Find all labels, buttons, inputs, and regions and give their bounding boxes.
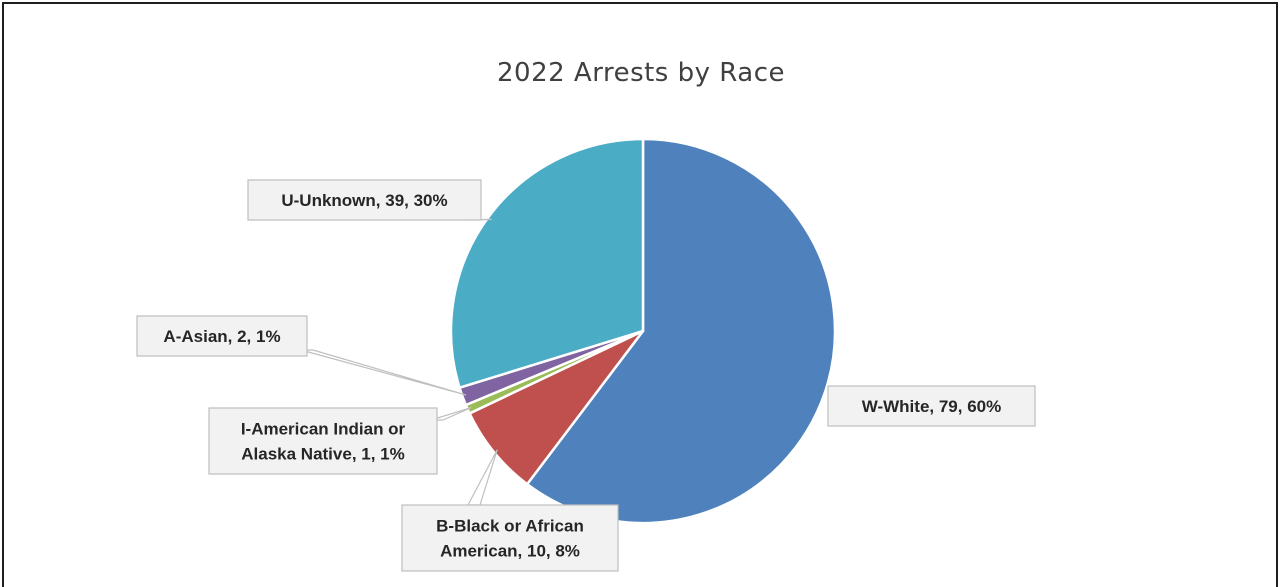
label-text-unknown-1: U-Unknown, 39, 30% bbox=[281, 191, 447, 210]
label-text-black-1: B-Black or African bbox=[436, 517, 584, 536]
data-label-white: W-White, 79, 60% bbox=[827, 385, 1036, 427]
label-box-black bbox=[401, 504, 619, 572]
data-label-black: B-Black or African American, 10, 8% bbox=[401, 449, 619, 572]
label-text-black-2: American, 10, 8% bbox=[440, 542, 580, 561]
leader-line-asian bbox=[300, 349, 467, 396]
data-label-unknown: U-Unknown, 39, 30% bbox=[247, 179, 492, 221]
data-label-asian: A-Asian, 2, 1% bbox=[136, 315, 467, 396]
label-box-american-indian bbox=[208, 407, 438, 475]
leader-line-black bbox=[467, 449, 498, 506]
label-text-asian-1: A-Asian, 2, 1% bbox=[163, 327, 280, 346]
label-text-american-indian-1: I-American Indian or bbox=[241, 420, 406, 439]
label-box-white bbox=[827, 385, 1036, 427]
data-label-american-indian: I-American Indian or Alaska Native, 1, 1% bbox=[208, 407, 472, 475]
pie-slice-unknown bbox=[449, 137, 645, 390]
pie-slice-white bbox=[525, 137, 837, 525]
label-box-asian bbox=[136, 315, 308, 357]
label-text-american-indian-2: Alaska Native, 1, 1% bbox=[241, 445, 404, 464]
label-text-white-1: W-White, 79, 60% bbox=[862, 397, 1001, 416]
label-box-unknown bbox=[247, 179, 482, 221]
chart-title: 2022 Arrests by Race bbox=[497, 58, 785, 88]
